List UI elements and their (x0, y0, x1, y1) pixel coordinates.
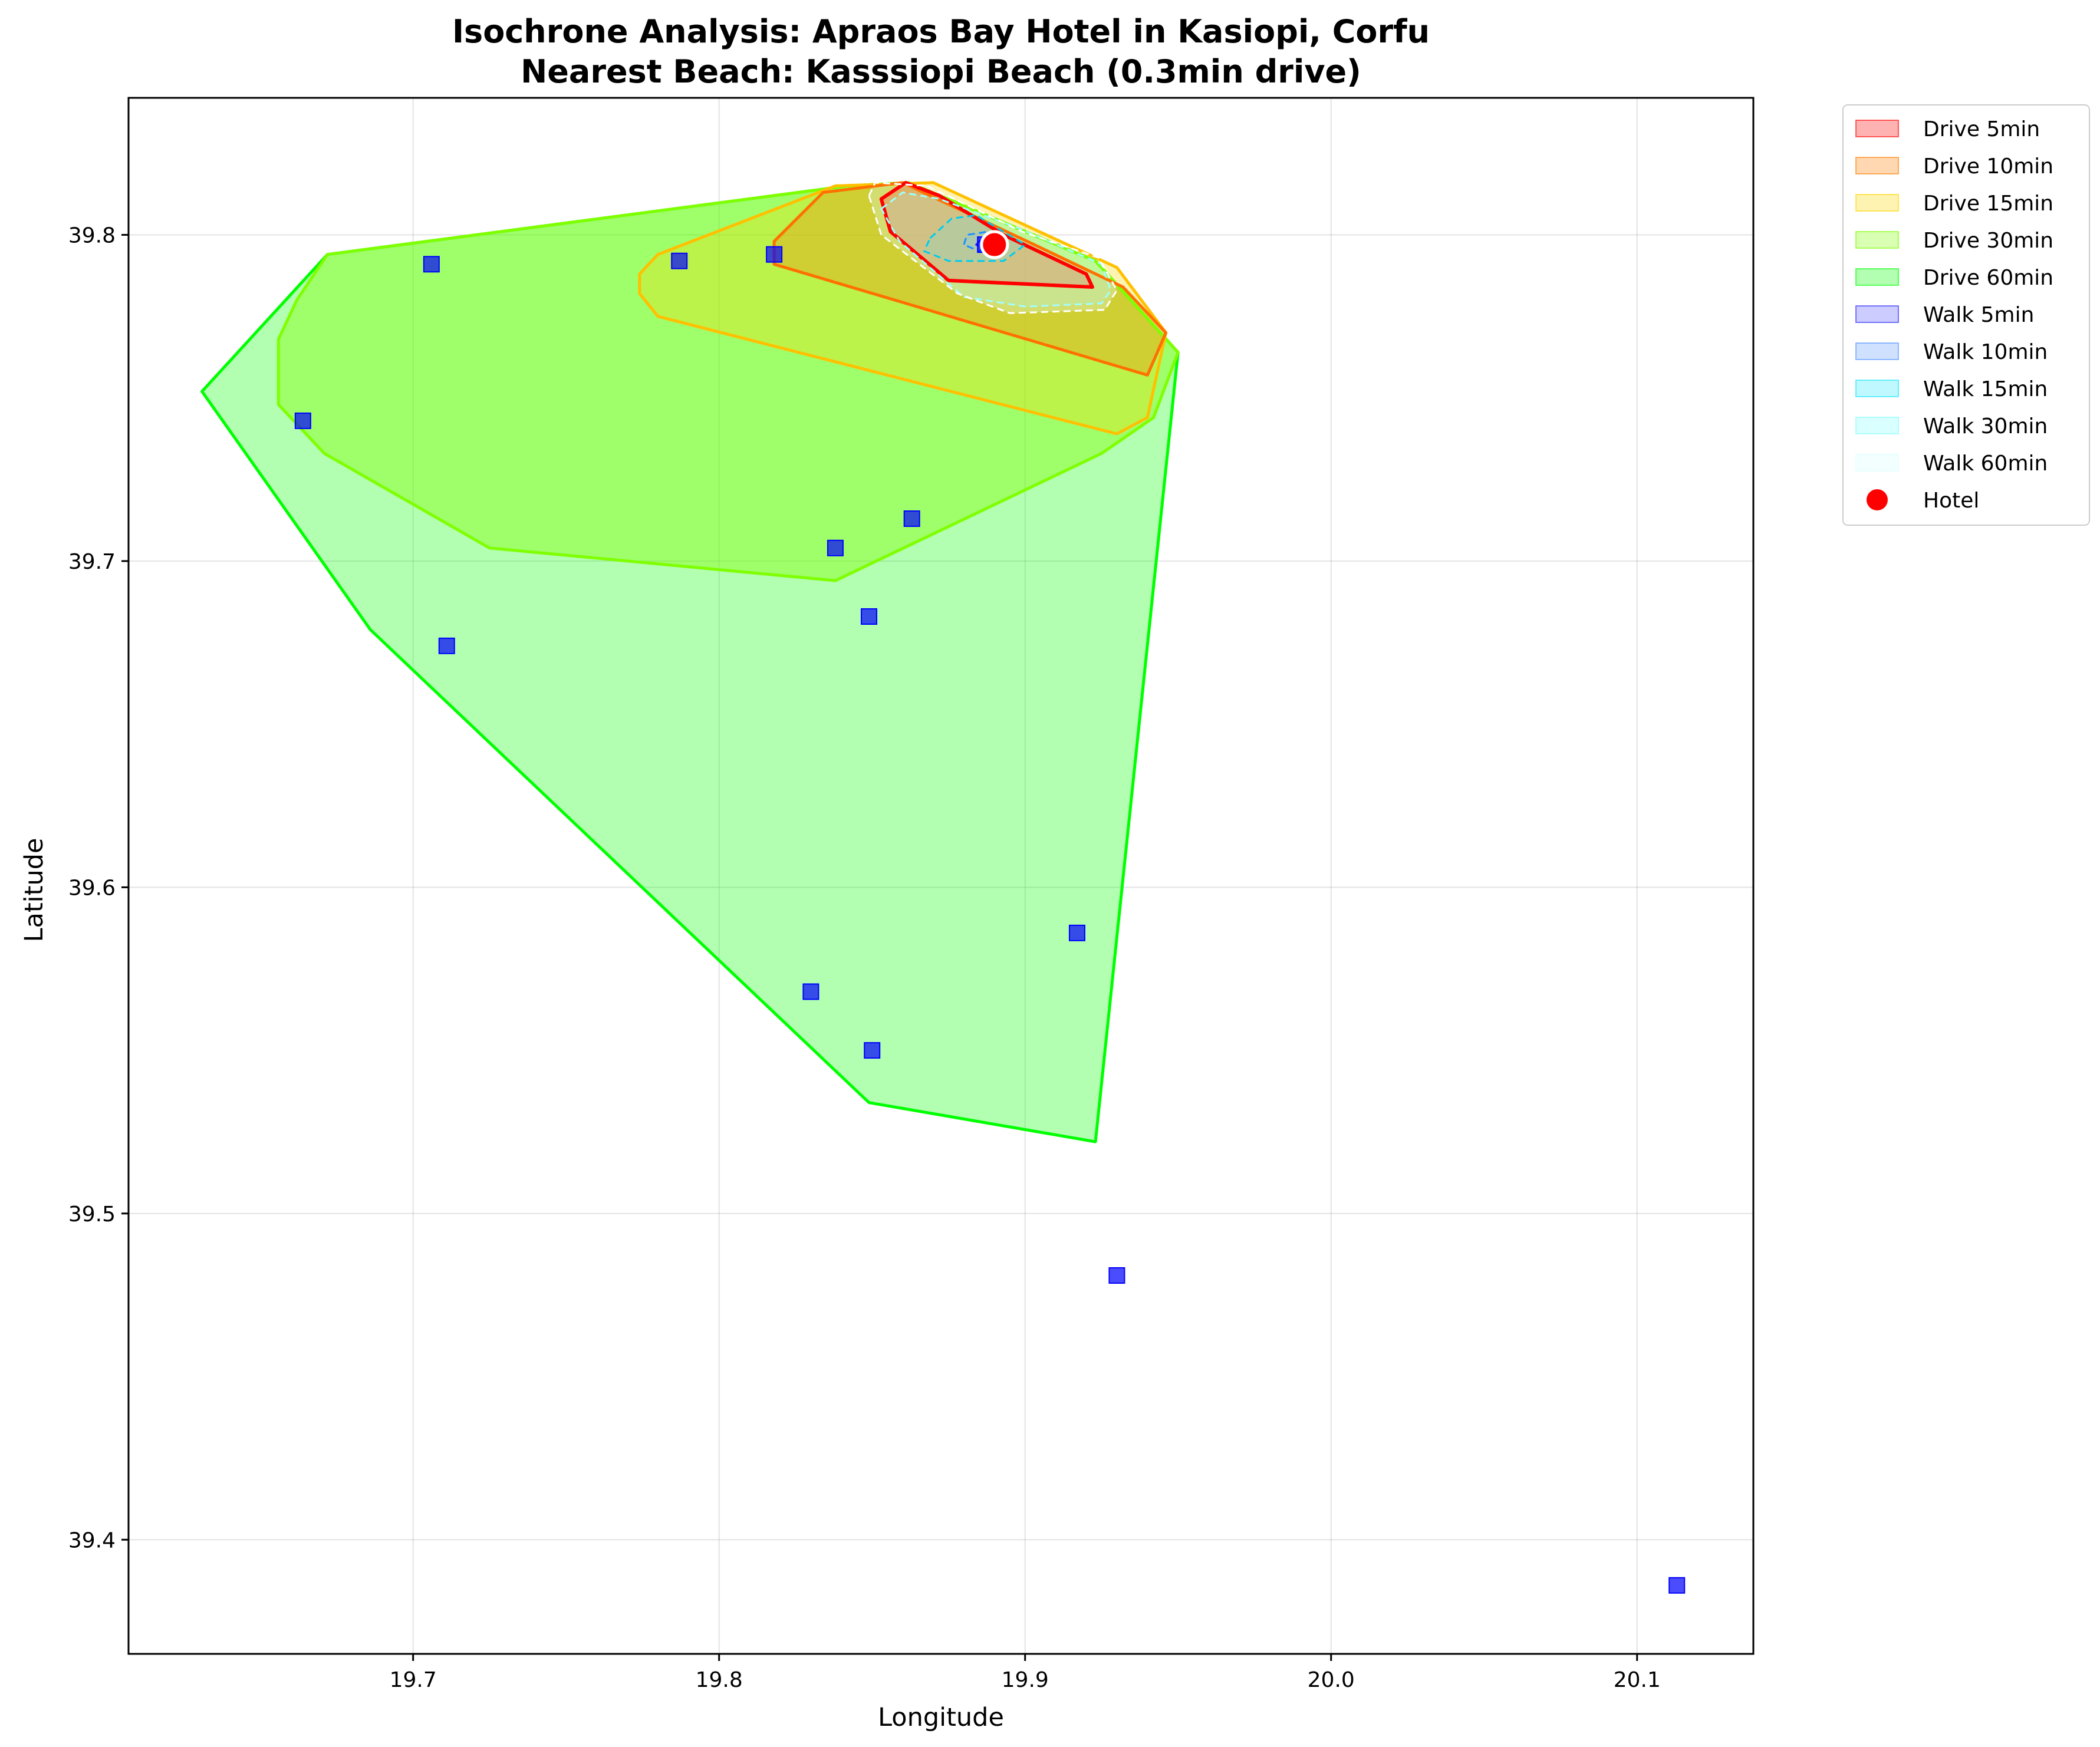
legend-swatch (1855, 157, 1899, 174)
legend-swatch (1855, 305, 1899, 323)
legend-entry-label: Walk 10min (1923, 340, 2048, 364)
y-tick-label: 39.8 (68, 223, 116, 248)
legend-swatch (1855, 454, 1899, 472)
legend-swatch (1855, 380, 1899, 397)
legend-hotel-marker (1867, 489, 1888, 510)
isochrone-fill-drive-10min (774, 182, 1166, 375)
x-axis-label: Longitude (878, 1703, 1004, 1732)
y-tick-label: 39.5 (68, 1202, 116, 1227)
isochrone-outline-walk-30min (880, 192, 1112, 308)
beach-marker (802, 983, 819, 1000)
isochrone-outline-drive-10min (772, 181, 1167, 377)
x-tick-label: 19.9 (1002, 1668, 1049, 1692)
beach-marker (861, 608, 878, 625)
beach-marker (671, 252, 688, 269)
isochrone-outline-walk-60min (868, 182, 1118, 314)
legend-swatch (1855, 194, 1899, 212)
beach-marker (1108, 1267, 1125, 1284)
beach-marker (864, 1042, 881, 1059)
y-axis-ticks: 39.4 39.5 39.6 39.7 39.8 (68, 223, 129, 1552)
beach-marker (423, 256, 440, 273)
isochrone-fill-drive-60min (202, 182, 1179, 1142)
axes-frame (127, 97, 1755, 1655)
legend: Drive 5min Drive 10min Drive 15min Drive 30… (1842, 104, 2090, 526)
grid-lines (129, 98, 1753, 1654)
legend-swatch (1855, 342, 1899, 360)
legend-entry-label: Walk 60min (1923, 451, 2048, 476)
x-axis-ticks: 19.7 19.8 19.9 20.0 20.1 (390, 1654, 1661, 1692)
legend-entry-label: Walk 30min (1923, 414, 2048, 439)
legend-entry-label: Walk 5min (1923, 303, 2034, 327)
legend-swatch (1855, 268, 1899, 286)
legend-swatch (1855, 120, 1899, 137)
legend-entry-label: Walk 15min (1923, 377, 2048, 401)
beach-marker (1068, 924, 1085, 941)
legend-entry-label: Hotel (1923, 489, 1979, 513)
isochrone-outline-drive-5min (879, 180, 1094, 289)
legend-entry-label: Drive 30min (1923, 229, 2053, 253)
y-axis-label: Latitude (19, 838, 49, 942)
beach-marker (294, 412, 311, 429)
beach-markers (294, 236, 1686, 1594)
y-tick-label: 39.6 (68, 876, 116, 900)
beach-marker (827, 539, 844, 556)
legend-entry-label: Drive 60min (1923, 266, 2053, 290)
legend-entry-label: Drive 5min (1923, 117, 2040, 141)
x-tick-label: 19.8 (696, 1668, 743, 1692)
x-tick-label: 20.1 (1614, 1668, 1661, 1692)
y-tick-label: 39.7 (68, 550, 116, 574)
legend-entry-label: Drive 10min (1923, 154, 2053, 179)
x-tick-label: 19.7 (390, 1668, 437, 1692)
hotel-marker (980, 230, 1009, 259)
chart-title: Isochrone Analysis: Apraos Bay Hotel in … (452, 13, 1430, 50)
beach-marker (438, 637, 455, 654)
beach-marker (903, 510, 920, 527)
y-tick-label: 39.4 (68, 1528, 116, 1552)
beach-marker (1668, 1577, 1686, 1594)
legend-swatch (1855, 231, 1899, 249)
hotel-layer (980, 230, 1009, 259)
legend-box (1842, 104, 2090, 526)
legend-swatch (1855, 417, 1899, 434)
x-tick-label: 20.0 (1308, 1668, 1355, 1692)
isochrone-outline-walk-15min (923, 214, 1026, 262)
chart-subtitle: Nearest Beach: Kasssiopi Beach (0.3min d… (521, 53, 1361, 90)
beach-marker (766, 246, 783, 263)
legend-entry-label: Drive 15min (1923, 192, 2053, 216)
